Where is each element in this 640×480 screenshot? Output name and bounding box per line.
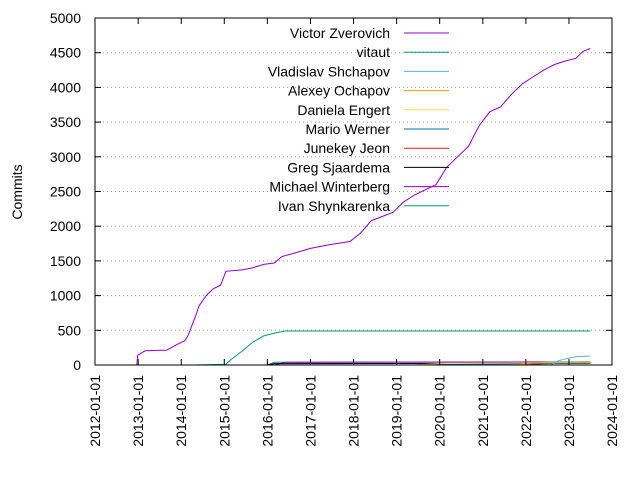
legend-label: Vladislav Shchapov: [268, 63, 390, 79]
y-tick-label: 4000: [50, 79, 81, 95]
legend: Victor Zverovich vitaut Vladislav Shchapov…: [268, 25, 449, 214]
x-tick-label: 2016-01-01: [259, 375, 275, 447]
series-line-4: [514, 361, 591, 366]
series-line-2: [195, 330, 591, 366]
y-tick-label: 4500: [50, 45, 81, 61]
legend-label: Daniela Engert: [297, 102, 390, 118]
series-line-1: [136, 48, 591, 366]
y-tick-label: 2000: [50, 218, 81, 234]
x-tick-label: 2017-01-01: [303, 375, 319, 447]
y-tick-label: 1000: [50, 288, 81, 304]
x-tick-label: 2018-01-01: [346, 375, 362, 447]
y-tick-label: 2500: [50, 184, 81, 200]
y-axis-label: Commits: [9, 164, 25, 219]
legend-label: Alexey Ochapov: [288, 83, 390, 99]
x-axis: 2012-01-01 2013-01-01 2014-01-01 2015-01-01…: [87, 18, 620, 447]
x-tick-label: 2012-01-01: [87, 375, 103, 447]
legend-label: Michael Winterberg: [269, 179, 390, 195]
legend-label: Junekey Jeon: [304, 140, 390, 156]
legend-label: Greg Sjaardema: [287, 159, 390, 175]
x-tick-label: 2020-01-01: [432, 375, 448, 447]
x-tick-label: 2023-01-01: [561, 375, 577, 447]
y-axis: 0 500 1000 1500 2000 2500 3000 3500 4000 4500 5000: [50, 10, 612, 373]
x-tick-label: 2019-01-01: [389, 375, 405, 447]
legend-label: Mario Werner: [305, 121, 390, 137]
y-tick-label: 0: [73, 357, 81, 373]
y-tick-label: 3000: [50, 149, 81, 165]
series-line-3: [550, 355, 591, 366]
x-tick-label: 2022-01-01: [518, 375, 534, 447]
x-tick-label: 2021-01-01: [475, 375, 491, 447]
x-tick-label: 2015-01-01: [216, 375, 232, 447]
x-tick-label: 2014-01-01: [173, 375, 189, 447]
y-tick-label: 3500: [50, 114, 81, 130]
y-tick-label: 5000: [50, 10, 81, 26]
x-tick-label: 2024-01-01: [604, 375, 620, 447]
x-tick-label: 2013-01-01: [130, 375, 146, 447]
legend-label: Victor Zverovich: [290, 25, 390, 41]
y-tick-label: 500: [58, 322, 82, 338]
legend-label: Ivan Shynkarenka: [278, 198, 390, 214]
y-tick-label: 1500: [50, 253, 81, 269]
legend-label: vitaut: [357, 44, 391, 60]
